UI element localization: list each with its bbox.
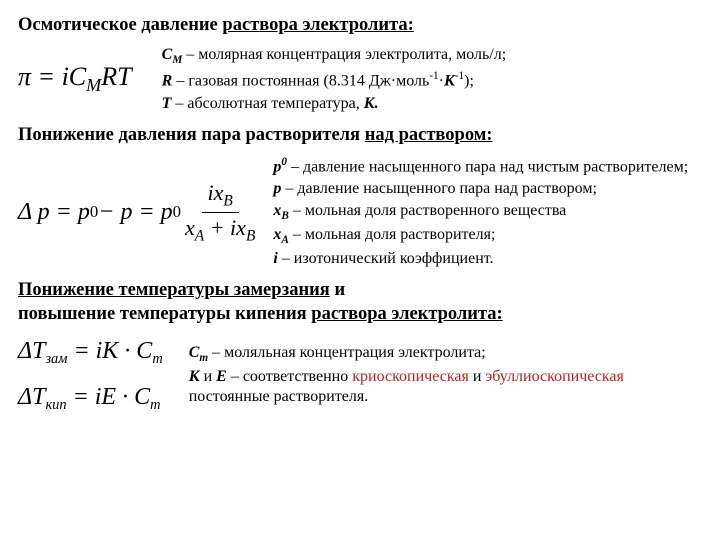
defs-2: p0 – давление насыщенного пара над чисты… [273,153,702,272]
sym-CM-sub: М [172,54,182,66]
section2-heading: Понижение давления пара растворителя над… [18,124,702,147]
h3b: и [330,280,345,300]
d1-text: – молярная концентрация электролита, мол… [186,46,506,63]
h3d: раствора электролита: [311,304,502,324]
d25: – изотонический коэффициент. [282,250,494,267]
h3c: повышение температуры кипения [18,304,311,324]
sym-Cm: С [189,344,200,361]
sym-xB-sub: B [281,210,288,222]
d32a: – соответственно [227,368,352,385]
sym-T: Т [162,95,172,112]
h1-plain: Осмотическое давление [18,15,218,35]
d22: – давление насыщенного пара над растворо… [285,180,597,197]
formula-dT: ΔТзам = iK · Cm ΔТкип = iE · Cm [18,336,189,414]
sym-K2: К [189,368,200,385]
d24: – мольная доля растворителя; [293,226,496,243]
d2a: – газовая постоянная (8.314 Дж·моль [172,73,429,90]
defs-1: CМ – молярная концентрация электролита, … [162,43,702,116]
h1-ul: раствора электролита: [222,15,413,35]
f2-s1: 0 [90,202,98,223]
h2-ul: над раствором: [365,125,493,145]
defs-3: Сm – моляльная концентрация электролита;… [189,341,702,409]
d32r1: криоскопическая [352,368,469,385]
d23: – мольная доля растворенного вещества [293,202,566,219]
sym-R: R [162,73,173,90]
f2-s2: 0 [173,202,181,223]
f2-frac: ixB xA + ixB [185,179,255,245]
d2b: ); [464,73,474,90]
formula-osmotic: π = iCMRT [18,61,162,97]
f2-mid: − p = p [98,197,172,227]
d2s2: -1 [455,70,464,82]
d21: – давление насыщенного пара над чистым р… [291,158,688,175]
sym-i: i [273,250,277,267]
f3-l2: ΔТкип = iE · Cm [18,382,163,414]
d32r2: эбуллиоскопическая [485,368,623,385]
d2s1: -1 [429,70,438,82]
d2K: К [444,73,455,90]
sym-CM: C [162,46,173,63]
sym-p: p [273,180,281,197]
sym-E: Е [216,368,227,385]
d31: – моляльная концентрация электролита; [212,344,486,361]
f2-den: xA + ixB [185,213,255,246]
d32and: и [200,368,217,385]
section2-row: Δ p = p0 − p = p0 ixB xA + ixB p0 – давл… [18,153,702,272]
f3-l1: ΔТзам = iK · Cm [18,336,163,368]
d32c: постоянные растворителя. [189,388,369,405]
sym-Cm-sub: m [199,352,208,364]
sym-p0-sup: 0 [281,156,287,168]
h2-plain: Понижение давления пара растворителя [18,125,365,145]
f2-pre: Δ p = p [18,197,90,227]
section3-heading: Понижение температуры замерзания и повыш… [18,279,702,325]
h3a: Понижение температуры замерзания [18,280,330,300]
d3-K: К. [364,95,379,112]
section1-heading: Осмотическое давление раствора электроли… [18,14,702,37]
section3-row: ΔТзам = iK · Cm ΔТкип = iE · Cm Сm – мол… [18,336,702,414]
d32b: и [469,368,486,385]
d3-text: – абсолютная температура, [175,95,363,112]
f2-num: ixB [202,179,239,213]
section1-row: π = iCMRT CМ – молярная концентрация эле… [18,43,702,116]
sym-xA-sub: A [281,234,288,246]
formula-vapor: Δ p = p0 − p = p0 ixB xA + ixB [18,179,273,245]
